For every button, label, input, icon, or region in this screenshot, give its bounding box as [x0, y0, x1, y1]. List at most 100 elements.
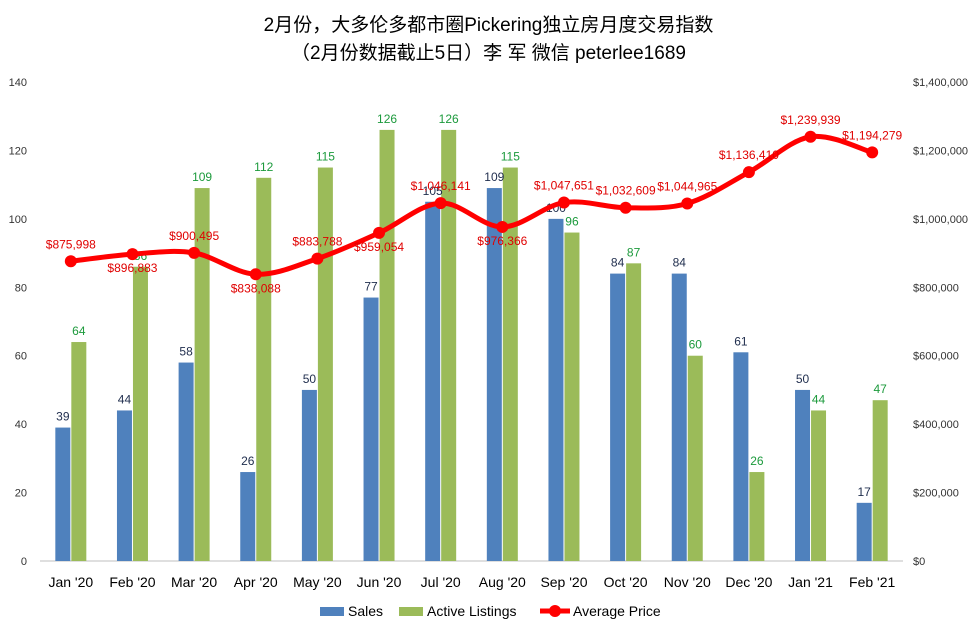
sales-bar [116, 410, 132, 561]
legend-listings-swatch [399, 607, 423, 616]
y-left-tick-label: 80 [15, 282, 27, 294]
chart-subtitle: （2月份数据截止5日）李 军 微信 peterlee1689 [291, 43, 686, 64]
y-left-tick-label: 0 [21, 556, 27, 568]
x-category-label: Jan '21 [788, 574, 833, 590]
sales-data-label: 44 [118, 392, 132, 406]
average-price-point [681, 197, 694, 210]
sales-bar [548, 218, 564, 561]
average-price-point [742, 166, 755, 179]
sales-data-label: 26 [241, 454, 255, 468]
listings-bar [872, 400, 888, 561]
sales-bar [856, 502, 872, 561]
sales-bar [610, 273, 626, 561]
average-price-data-label: $1,047,651 [534, 179, 594, 193]
sales-data-label: 50 [303, 372, 317, 386]
y-right-tick-label: $800,000 [913, 282, 959, 294]
average-price-data-label: $900,495 [169, 229, 219, 243]
listings-data-label: 44 [812, 392, 826, 406]
x-category-label: Aug '20 [479, 574, 526, 590]
average-price-data-label: $1,044,965 [657, 179, 717, 193]
listings-bar [811, 410, 827, 561]
sales-bar [55, 427, 71, 561]
x-category-label: Dec '20 [725, 574, 772, 590]
average-price-data-label: $896,883 [107, 261, 157, 275]
average-price-data-label: $1,046,141 [411, 179, 471, 193]
average-price-data-label: $976,366 [477, 234, 527, 248]
x-category-label: Jun '20 [357, 574, 402, 590]
x-category-label: Oct '20 [604, 574, 648, 590]
average-price-point [311, 252, 324, 265]
legend-listings-label: Active Listings [427, 603, 516, 619]
average-price-data-label: $875,998 [46, 237, 96, 251]
sales-data-label: 39 [56, 410, 70, 424]
average-price-point [619, 201, 632, 214]
sales-data-label: 109 [484, 170, 504, 184]
listings-bar [71, 342, 87, 561]
sales-bar [363, 297, 379, 561]
sales-data-label: 17 [857, 485, 871, 499]
y-right-tick-label: $1,000,000 [913, 214, 968, 226]
y-left-tick-label: 100 [9, 214, 27, 226]
sales-bar [301, 389, 317, 561]
sales-bar [425, 201, 441, 561]
x-category-label: Feb '20 [109, 574, 155, 590]
x-category-label: Nov '20 [664, 574, 711, 590]
listings-data-label: 64 [72, 324, 86, 338]
average-price-point [373, 226, 386, 239]
listings-bar [749, 472, 765, 561]
y-right-tick-label: $200,000 [913, 488, 959, 500]
sales-data-label: 84 [673, 256, 687, 270]
average-price-point [496, 220, 509, 233]
listings-bar [194, 188, 210, 562]
y-right-tick-label: $1,200,000 [913, 145, 968, 157]
average-price-point [804, 130, 817, 143]
x-category-label: Jan '20 [48, 574, 93, 590]
listings-data-label: 60 [689, 338, 703, 352]
y-left-tick-label: 140 [9, 77, 27, 89]
listings-bar [132, 266, 148, 561]
listings-bar [502, 167, 518, 562]
average-price-point [188, 246, 201, 259]
sales-bar [795, 389, 811, 561]
average-price-point [126, 248, 139, 261]
listings-bar [256, 177, 272, 562]
average-price-data-label: $838,088 [231, 281, 281, 295]
legend-price-label: Average Price [573, 603, 661, 619]
average-price-data-label: $1,136,410 [719, 148, 779, 162]
listings-bar [626, 263, 642, 561]
y-left-tick-label: 120 [9, 145, 27, 157]
listings-bar [687, 355, 703, 561]
sales-bar [178, 362, 194, 561]
sales-data-label: 77 [364, 280, 378, 294]
x-category-label: Mar '20 [171, 574, 217, 590]
sales-data-label: 84 [611, 256, 625, 270]
listings-bar [379, 129, 395, 561]
listings-bar [441, 129, 457, 561]
sales-bar [671, 273, 687, 561]
listings-data-label: 115 [316, 150, 335, 164]
legend-sales-swatch [320, 607, 344, 616]
average-price-data-label: $883,788 [292, 235, 342, 249]
listings-data-label: 115 [501, 150, 520, 164]
listings-data-label: 96 [565, 215, 579, 229]
x-category-label: Jul '20 [421, 574, 461, 590]
x-category-label: Sep '20 [540, 574, 587, 590]
average-price-point [557, 196, 570, 209]
y-right-tick-label: $1,400,000 [913, 77, 968, 89]
sales-bar [240, 472, 256, 561]
legend-price-marker [549, 605, 561, 617]
chart-title: 2月份，大多伦多都市圈Pickering独立房月度交易指数 [263, 15, 714, 36]
y-left-tick-label: 20 [15, 488, 27, 500]
sales-data-label: 58 [179, 345, 193, 359]
listings-data-label: 87 [627, 245, 641, 259]
sales-data-label: 105 [423, 184, 443, 198]
average-price-point [64, 255, 77, 268]
listings-data-label: 126 [377, 112, 397, 126]
sales-data-label: 61 [734, 334, 748, 348]
y-left-tick-label: 60 [15, 351, 27, 363]
average-price-data-label: $959,054 [354, 240, 404, 254]
legend-sales-label: Sales [348, 603, 383, 619]
x-category-label: May '20 [293, 574, 342, 590]
